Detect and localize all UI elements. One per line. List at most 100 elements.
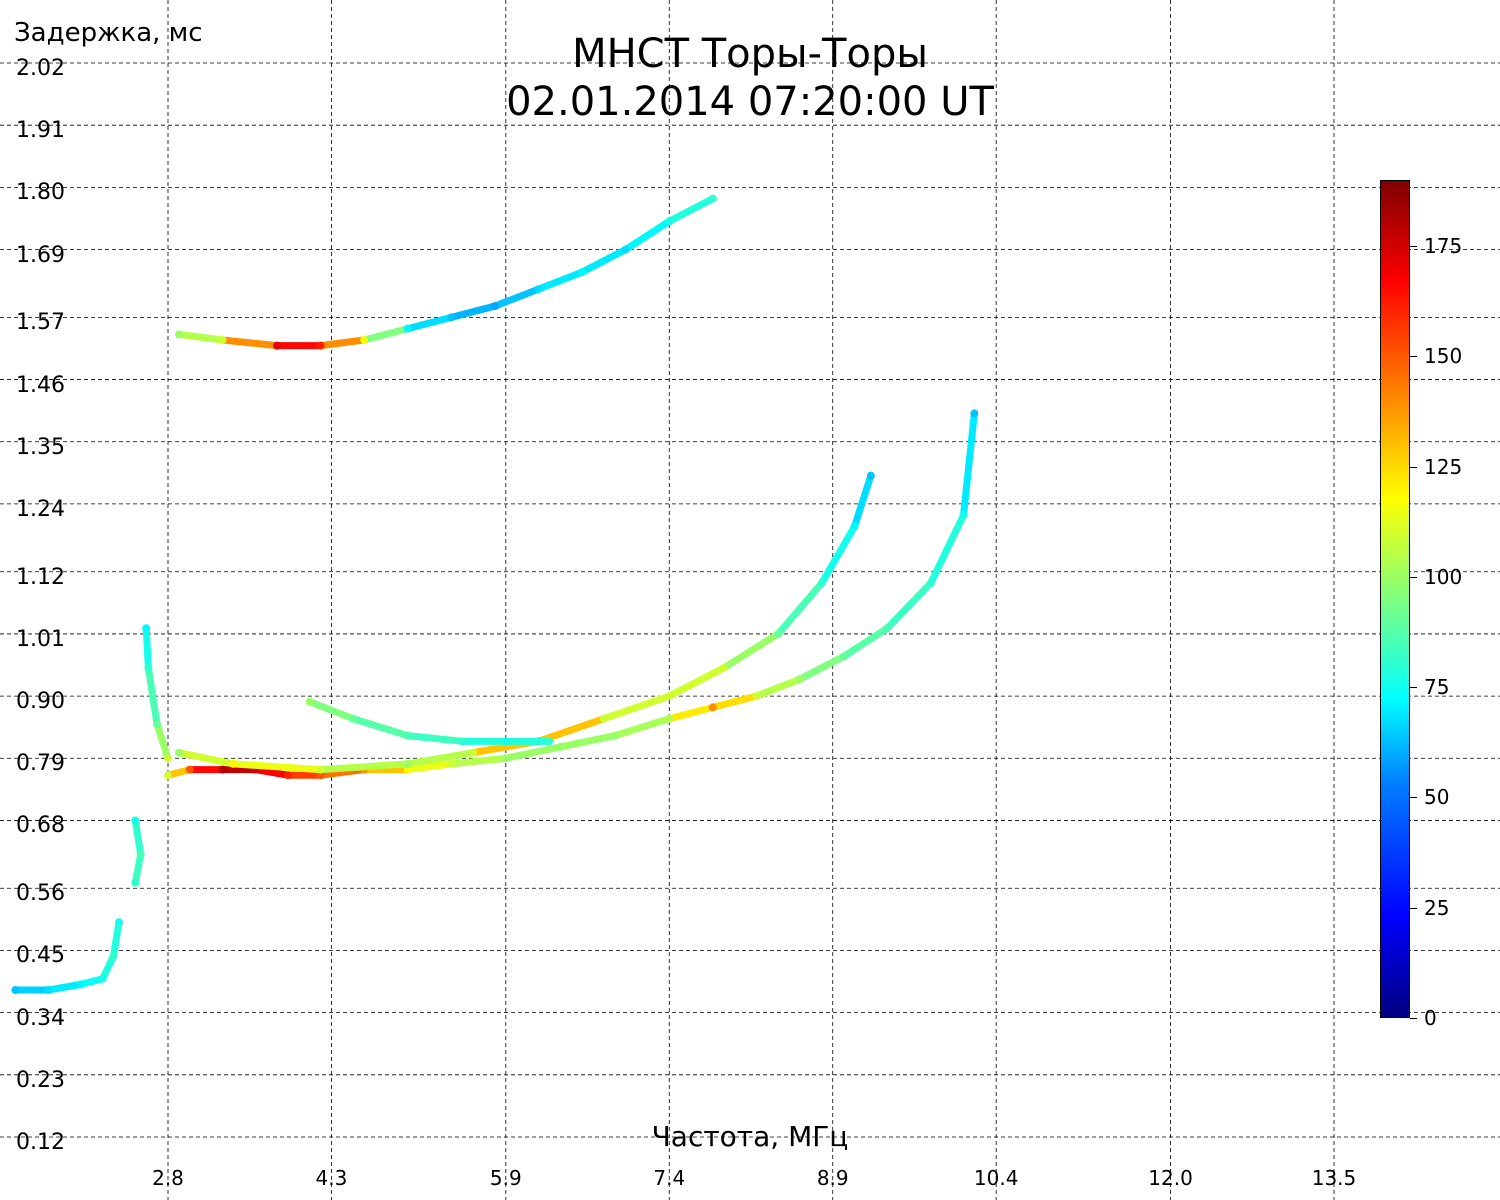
trace-segment (840, 624, 891, 661)
y-tick-label: 0.56 (16, 881, 65, 907)
data-point (883, 624, 892, 633)
data-point (316, 341, 325, 350)
data-point (665, 692, 674, 701)
x-tick-label: 10.4 (973, 1166, 1019, 1190)
trace-segment (851, 472, 875, 531)
data-point (621, 245, 630, 254)
trace-segment (404, 732, 466, 745)
data-point (174, 748, 183, 757)
colorbar-tick-label: 50 (1424, 785, 1450, 810)
trace-segment (556, 732, 619, 751)
y-tick-label: 1.24 (16, 496, 65, 522)
data-point (218, 335, 227, 344)
data-point (534, 285, 543, 294)
trace-segment (665, 703, 717, 723)
data-point (360, 335, 369, 344)
trace-segment (600, 692, 673, 723)
y-tick-label: 1.35 (16, 434, 65, 460)
trace-segment (142, 624, 152, 672)
colorbar-tick-label: 125 (1424, 454, 1463, 479)
y-tick-label: 2.02 (16, 56, 65, 81)
trace-segment (709, 692, 760, 711)
trace-segment (927, 511, 967, 587)
trace-segment (175, 330, 226, 344)
trace-segment (404, 749, 477, 768)
data-point (599, 714, 608, 723)
data-point (218, 765, 227, 774)
trace-segment (535, 268, 586, 293)
colorbar-tick-label: 0 (1424, 1006, 1437, 1030)
data-point (665, 714, 674, 723)
y-tick-label: 0.79 (16, 751, 65, 777)
trace-segment (229, 760, 325, 774)
data-point (185, 765, 194, 774)
data-point (131, 878, 140, 887)
data-point (174, 330, 183, 339)
data-point (796, 675, 805, 684)
x-tick-label: 2.8 (152, 1166, 184, 1190)
data-point (447, 759, 456, 768)
data-point (752, 692, 761, 701)
colorbar-tick-label: 150 (1424, 344, 1463, 369)
trace-segment (447, 302, 499, 321)
trace-segment (502, 743, 564, 762)
trace-segment (131, 850, 145, 887)
data-point (229, 759, 238, 768)
chart-title-line2: 02.01.2014 07:20:00 UT (506, 79, 994, 125)
data-point (272, 341, 281, 350)
x-tick-label: 5.9 (489, 1166, 522, 1190)
data-point (403, 324, 412, 333)
trace-segment (622, 217, 673, 254)
y-tick-label: 1.01 (16, 626, 65, 652)
y-tick-label: 1.12 (16, 564, 65, 590)
x-tick-label: 8.9 (816, 1166, 849, 1190)
trace-segment (404, 760, 455, 774)
trace-segment (752, 675, 804, 700)
colorbar-tick-label: 175 (1424, 234, 1463, 259)
data-point (774, 629, 783, 638)
trace-segment (447, 754, 510, 768)
data-point (131, 816, 140, 825)
y-tick-label: 0.90 (16, 689, 65, 715)
trace-segment (218, 336, 281, 350)
data-point (447, 313, 456, 322)
trace-segment (153, 720, 172, 762)
data-point (144, 663, 153, 672)
data-point (142, 624, 151, 633)
y-tick-label: 1.91 (16, 118, 65, 144)
data-point (76, 980, 85, 989)
data-point (578, 268, 587, 277)
data-point (556, 742, 565, 751)
colorbar-tick-label: 100 (1424, 564, 1463, 589)
colorbar-tick-mark (1410, 576, 1417, 578)
data-point (839, 652, 848, 661)
trace-segment (317, 336, 368, 350)
trace-segment (144, 664, 161, 728)
data-point (545, 737, 554, 746)
trace-segment (818, 523, 859, 587)
data-point (817, 579, 826, 588)
colorbar-tick-mark (1410, 246, 1417, 248)
trace-segment (883, 579, 935, 632)
y-tick-label: 1.57 (16, 310, 65, 336)
trace-segment (404, 313, 455, 333)
data-point (164, 754, 172, 763)
data-point (283, 771, 292, 780)
data-point (114, 918, 123, 927)
data-point (490, 302, 499, 311)
y-tick-label: 1.46 (16, 372, 65, 398)
data-point (959, 511, 968, 520)
y-tick-label: 0.45 (16, 943, 65, 969)
trace-segment (349, 715, 412, 740)
y-tick-label: 0.34 (16, 1005, 65, 1031)
data-point (316, 765, 325, 774)
data-point (665, 217, 674, 226)
trace-segment (110, 918, 123, 960)
trace-segment (665, 664, 728, 700)
trace-segment (491, 285, 543, 310)
data-point (403, 759, 412, 768)
data-point (98, 974, 107, 983)
data-point (469, 748, 478, 757)
y-tick-label: 0.12 (16, 1130, 65, 1155)
